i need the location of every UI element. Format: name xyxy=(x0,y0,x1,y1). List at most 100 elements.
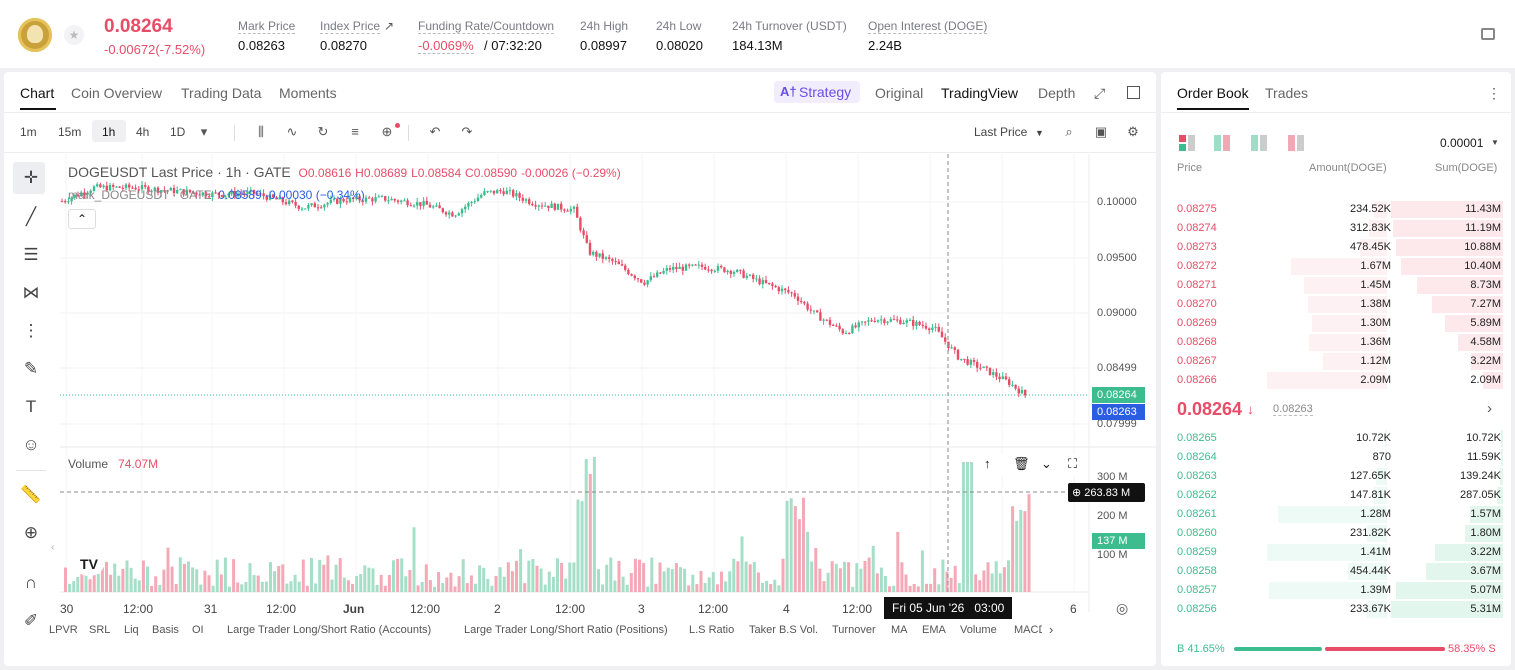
funding-rate-label[interactable]: Funding Rate/Countdown xyxy=(418,19,555,34)
emoji-icon[interactable]: ☺ xyxy=(22,435,40,454)
expand-icon[interactable]: ⤢ xyxy=(1094,85,1106,101)
ask-row[interactable]: 0.08272 1.67M 10.40M xyxy=(1173,257,1503,276)
bid-row[interactable]: 0.08258 454.44K 3.67M xyxy=(1173,562,1503,581)
ask-row[interactable]: 0.08266 2.09M 2.09M xyxy=(1173,371,1503,390)
tab-trading-data[interactable]: Trading Data xyxy=(181,85,262,101)
collapse-legend-button[interactable]: ⌃ xyxy=(68,209,96,229)
add-indicator-icon[interactable]: ⊕ xyxy=(381,124,393,139)
interval-1m[interactable]: 1m xyxy=(20,125,37,139)
open-interest-label[interactable]: Open Interest (DOGE) xyxy=(868,19,988,34)
undo-icon[interactable]: ↶ xyxy=(429,124,441,139)
tab-trades[interactable]: Trades xyxy=(1265,85,1309,101)
delete-icon[interactable]: 🗑 xyxy=(1013,456,1030,471)
brush-icon[interactable]: ✎ xyxy=(23,359,39,378)
indicator-lpvr[interactable]: LPVR xyxy=(49,624,78,636)
bid-row[interactable]: 0.08256 233.67K 5.31M xyxy=(1173,600,1503,619)
bid-row[interactable]: 0.08262 147.81K 287.05K xyxy=(1173,486,1503,505)
indicator-icon[interactable]: ∿ xyxy=(286,124,298,139)
chevron-down-icon[interactable]: ▼ xyxy=(1491,138,1499,147)
scroll-right-icon[interactable]: › xyxy=(1049,622,1054,637)
interval-1d[interactable]: 1D xyxy=(170,125,186,139)
fib-icon[interactable]: ☰ xyxy=(23,245,39,264)
indicator-basis[interactable]: Basis xyxy=(152,624,179,636)
tab-chart[interactable]: Chart xyxy=(20,85,55,101)
interval-15m[interactable]: 15m xyxy=(58,125,82,139)
text-icon[interactable]: T xyxy=(25,397,37,416)
indicator-ltlsr-accounts[interactable]: Large Trader Long/Short Ratio (Accounts) xyxy=(227,624,432,636)
tab-moments[interactable]: Moments xyxy=(279,85,337,101)
indicator-liq[interactable]: Liq xyxy=(124,624,139,636)
template-icon[interactable]: ≡ xyxy=(351,124,359,139)
search-icon[interactable]: ⌕ xyxy=(1065,124,1073,139)
gear-icon[interactable]: ⚙ xyxy=(1127,124,1139,139)
camera-icon[interactable]: ▣ xyxy=(1094,124,1108,139)
ask-row[interactable]: 0.08271 1.45M 8.73M xyxy=(1173,276,1503,295)
ask-row[interactable]: 0.08267 1.12M 3.22M xyxy=(1173,352,1503,371)
indicator-srl[interactable]: SRL xyxy=(89,624,111,636)
tab-tradingview[interactable]: TradingView xyxy=(941,85,1019,101)
ask-row[interactable]: 0.08268 1.36M 4.58M xyxy=(1173,333,1503,352)
replay-icon[interactable]: ↻ xyxy=(317,124,329,139)
book-asks-icon[interactable] xyxy=(1214,135,1230,151)
ask-row[interactable]: 0.08274 312.83K 11.19M xyxy=(1173,219,1503,238)
strategy-button[interactable]: A† Strategy xyxy=(774,81,860,103)
bid-row[interactable]: 0.08265 10.72K 10.72K xyxy=(1173,429,1503,448)
indicator-ma[interactable]: MA xyxy=(891,624,908,636)
zoom-icon[interactable]: ⊕ xyxy=(23,523,39,542)
projection-icon[interactable]: ⋮ xyxy=(22,321,40,340)
indicator-volume[interactable]: Volume xyxy=(960,624,997,636)
book-both-icon[interactable] xyxy=(1179,135,1195,151)
tab-depth[interactable]: Depth xyxy=(1038,85,1076,101)
bid-row[interactable]: 0.08260 231.82K 1.80M xyxy=(1173,524,1503,543)
pencil-lock-icon[interactable]: ✐ xyxy=(23,611,39,630)
tab-original[interactable]: Original xyxy=(875,85,924,101)
more-icon[interactable]: ⋮ xyxy=(1487,85,1501,101)
layout-icon[interactable] xyxy=(1127,86,1140,99)
indicator-turnover[interactable]: Turnover xyxy=(832,624,876,636)
interval-4h[interactable]: 4h xyxy=(136,125,150,139)
ruler-icon[interactable]: 📏 xyxy=(20,485,42,504)
interval-dropdown-icon[interactable]: ▾ xyxy=(200,124,208,139)
last-price-select[interactable]: Last Price xyxy=(974,125,1028,139)
ask-row[interactable]: 0.08270 1.38M 7.27M xyxy=(1173,295,1503,314)
index-price-label[interactable]: Index Price xyxy=(320,19,381,34)
settings-target-icon[interactable]: ◎ xyxy=(1116,600,1129,616)
bid-row[interactable]: 0.08263 127.65K 139.24K xyxy=(1173,467,1503,486)
indicator-oi[interactable]: OI xyxy=(192,624,204,636)
magnet-icon[interactable]: ∩ xyxy=(24,573,38,592)
move-up-icon[interactable]: ↑ xyxy=(984,456,991,471)
ask-row[interactable]: 0.08269 1.30M 5.89M xyxy=(1173,314,1503,333)
crosshair-icon[interactable]: ✛ xyxy=(23,168,39,187)
redo-icon[interactable]: ↷ xyxy=(461,124,473,139)
ask-row[interactable]: 0.08273 478.45K 10.88M xyxy=(1173,238,1503,257)
external-link-icon[interactable]: ↗ xyxy=(384,19,395,33)
maximize-icon[interactable]: ⛶ xyxy=(1068,456,1078,471)
precision-select[interactable]: 0.00001 xyxy=(1440,136,1484,150)
book-mixed-icon[interactable] xyxy=(1288,135,1304,151)
tab-coin-overview[interactable]: Coin Overview xyxy=(71,85,163,101)
indicator-macd[interactable]: MACD xyxy=(1014,624,1042,636)
trendline-icon[interactable]: ╱ xyxy=(25,207,37,226)
book-bids-icon[interactable] xyxy=(1251,135,1267,151)
bid-row[interactable]: 0.08264 870 11.59K xyxy=(1173,448,1503,467)
indicator-ls-ratio[interactable]: L.S Ratio xyxy=(689,624,735,636)
collapse-icon[interactable]: ⌄ xyxy=(1041,456,1052,471)
bid-row[interactable]: 0.08259 1.41M 3.22M xyxy=(1173,543,1503,562)
indicator-ema[interactable]: EMA xyxy=(922,624,946,636)
bid-row[interactable]: 0.08257 1.39M 5.07M xyxy=(1173,581,1503,600)
indicator-taker-bs[interactable]: Taker B.S Vol. xyxy=(749,624,819,636)
bid-row[interactable]: 0.08261 1.28M 1.57M xyxy=(1173,505,1503,524)
interval-1h[interactable]: 1h xyxy=(102,125,116,139)
mark-price-label[interactable]: Mark Price xyxy=(238,19,296,34)
candle-type-icon[interactable]: ⫼ xyxy=(258,124,264,139)
chevron-down-icon[interactable]: ▼ xyxy=(1035,128,1044,138)
tab-order-book[interactable]: Order Book xyxy=(1177,85,1249,101)
pattern-icon[interactable]: ⋈ xyxy=(22,283,40,302)
price-chart[interactable] xyxy=(4,72,1156,666)
ask-row[interactable]: 0.08275 234.52K 11.43M xyxy=(1173,200,1503,219)
indicator-ltlsr-positions[interactable]: Large Trader Long/Short Ratio (Positions… xyxy=(464,624,668,636)
chevron-right-icon[interactable]: › xyxy=(1487,400,1492,417)
favorite-star-icon[interactable]: ★ xyxy=(64,25,84,45)
collapse-handle-icon[interactable]: ‹ xyxy=(51,542,55,553)
book-icon[interactable] xyxy=(1481,28,1495,40)
